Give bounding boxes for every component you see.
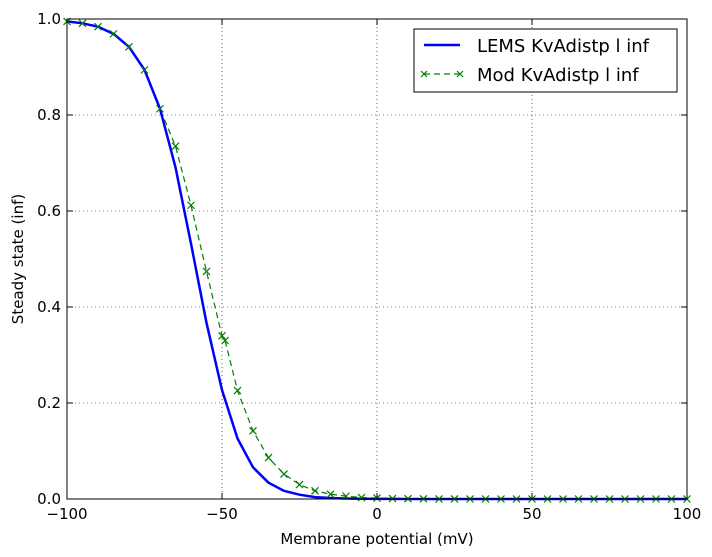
x-tick-label: −100 [46,505,87,523]
legend-label-lems: LEMS KvAdistp l inf [477,36,650,57]
data-point-mod [125,42,133,51]
data-point-mod [171,142,180,151]
data-point-mod [156,104,164,113]
data-point-mod [311,486,319,495]
data-point-mod [109,29,118,38]
y-axis-label: Steady state (inf) [9,194,27,324]
data-point-mod [357,493,366,502]
x-tick-label: 100 [673,505,702,523]
y-tick-label: 1.0 [37,10,61,28]
data-point-mod [140,65,149,74]
legend-box [413,28,678,93]
legend-marker-mod-right [456,70,464,78]
data-point-mod [295,480,304,489]
data-point-mod [187,201,195,210]
data-point-mod [233,386,242,395]
y-tick-label: 0.2 [37,394,61,412]
data-point-mod [264,453,273,462]
data-point-mod [342,492,350,501]
y-tick-label: 0.8 [37,106,61,124]
legend-marker-mod-left [420,70,428,78]
data-point-mod [94,22,102,31]
data-point-mod [221,336,230,345]
x-tick-label: 50 [522,505,541,523]
y-tick-label: 0.6 [37,202,61,220]
x-axis-label: Membrane potential (mV) [280,530,473,548]
x-tick-label: −50 [206,505,238,523]
data-point-mod [326,490,335,499]
data-point-mod [202,267,211,276]
y-tick-label: 0.0 [37,490,61,508]
data-point-mod [78,19,87,28]
grid [67,19,687,499]
x-tick-label: 0 [372,505,382,523]
data-point-mod [249,426,257,435]
data-point-mod [280,470,288,478]
legend-label-mod: Mod KvAdistp l inf [477,65,639,86]
data-point-mod [218,331,226,340]
ticks: −100 −50 0 50 100 0.0 0.2 0.4 0.6 0.8 1.0 [37,10,701,523]
y-tick-label: 0.4 [37,298,61,316]
legend: LEMS KvAdistp l inf Mod KvAdistp l inf [413,28,678,93]
